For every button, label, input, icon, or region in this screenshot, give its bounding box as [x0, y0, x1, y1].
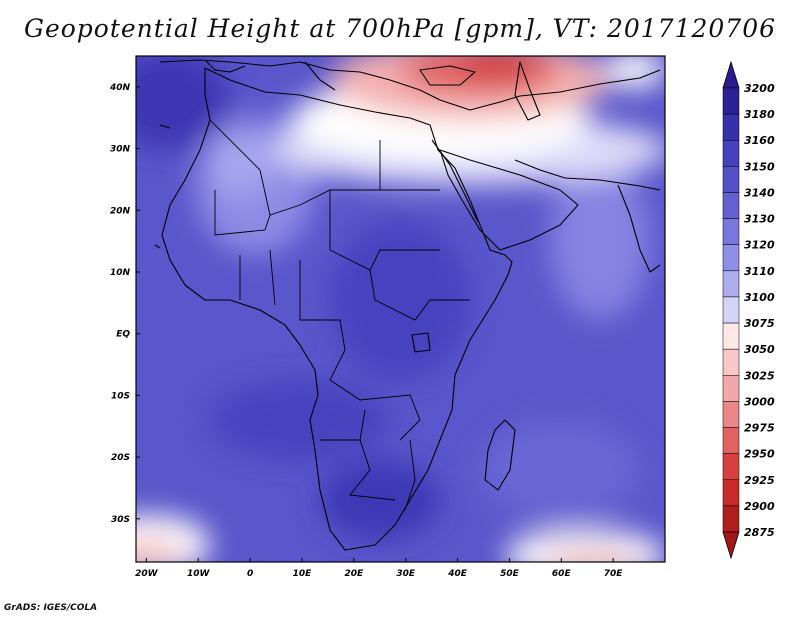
colorbar-label: 2975 — [744, 422, 775, 435]
y-tick-label: 10S — [111, 391, 130, 401]
colorbar-swatch — [722, 479, 740, 507]
x-axis-ticks: 20W 10W 0 10E 20E 30E 40E 50E 60E 70E — [135, 558, 623, 579]
colorbar-label: 3075 — [744, 317, 775, 330]
colorbar-swatch — [722, 322, 740, 350]
colorbar-swatch — [722, 270, 740, 298]
coastlines — [154, 59, 661, 551]
colorbar-swatch — [722, 348, 740, 376]
colorbar-label: 3110 — [744, 265, 775, 278]
y-tick-label: 20N — [110, 206, 131, 216]
x-tick-label: 40E — [447, 569, 468, 579]
colorbar-label: 3160 — [744, 134, 775, 147]
x-tick-label: 20W — [135, 569, 159, 579]
x-tick-label: 50E — [500, 569, 520, 579]
colorbar-label: 3025 — [744, 369, 775, 382]
colorbar-swatch — [722, 244, 740, 272]
colorbar-label: 3180 — [744, 108, 775, 121]
colorbar-swatch — [722, 427, 740, 454]
colorbar-swatch — [722, 166, 740, 193]
colorbar-swatch — [722, 113, 740, 141]
x-tick-label: 30E — [396, 569, 416, 579]
x-tick-label: 60E — [552, 569, 572, 579]
colorbar-swatch — [722, 453, 740, 481]
colorbar-swatch — [722, 192, 740, 219]
map-title: Geopotential Height at 700hPa [gpm], VT:… — [23, 14, 777, 43]
colorbar-label: 2900 — [744, 500, 775, 513]
y-tick-label: 40N — [109, 83, 131, 93]
colorbar-label: 3150 — [744, 160, 775, 173]
colorbar-bottom-arrow — [722, 531, 740, 560]
x-tick-label: 10W — [187, 569, 211, 579]
colorbar-label: 3000 — [744, 395, 775, 408]
y-tick-label: 30S — [111, 515, 130, 525]
x-tick-label: 20E — [344, 569, 364, 579]
height-field — [136, 56, 665, 562]
y-tick-label: 30N — [110, 145, 131, 155]
colorbar-label: 3050 — [744, 343, 775, 356]
y-tick-label: 20S — [111, 453, 130, 463]
colorbar-top-arrow — [722, 60, 740, 89]
y-tick-label: EQ — [116, 330, 130, 340]
y-axis-ticks: 40N 30N 20N 10N EQ 10S 20S 30S — [109, 83, 140, 525]
country-borders — [209, 119, 470, 511]
axes: 20W 10W 0 10E 20E 30E 40E 50E 60E 70E 40N 30N 20N 10… — [109, 55, 666, 579]
colorbar-label: 2925 — [744, 474, 775, 487]
x-tick-label: 0 — [247, 569, 253, 579]
colorbar-label: 3130 — [744, 213, 775, 226]
y-tick-label: 10N — [110, 268, 131, 278]
colorbar-swatch — [722, 296, 740, 324]
grads-credit: GrADS: IGES/COLA — [4, 603, 98, 613]
x-tick-label: 70E — [604, 569, 624, 579]
colorbar-label: 2950 — [744, 448, 775, 461]
colorbar-label: 2875 — [744, 526, 775, 539]
colorbar-swatch — [722, 505, 740, 533]
colorbar-label: 3100 — [744, 291, 775, 304]
colorbar-label: 3140 — [744, 186, 775, 199]
colorbar-swatch — [722, 218, 740, 245]
colorbar-swatch — [722, 139, 740, 167]
colorbar-label: 3200 — [744, 82, 775, 95]
colorbar-swatch — [722, 401, 740, 428]
colorbar-swatch — [722, 87, 740, 115]
colorbar: 3200 3180 3160 3150 3140 3130 3120 3110 3100 3075… — [722, 60, 775, 560]
colorbar-swatch — [722, 375, 740, 402]
colorbar-label: 3120 — [744, 239, 775, 252]
x-tick-label: 10E — [293, 569, 313, 579]
